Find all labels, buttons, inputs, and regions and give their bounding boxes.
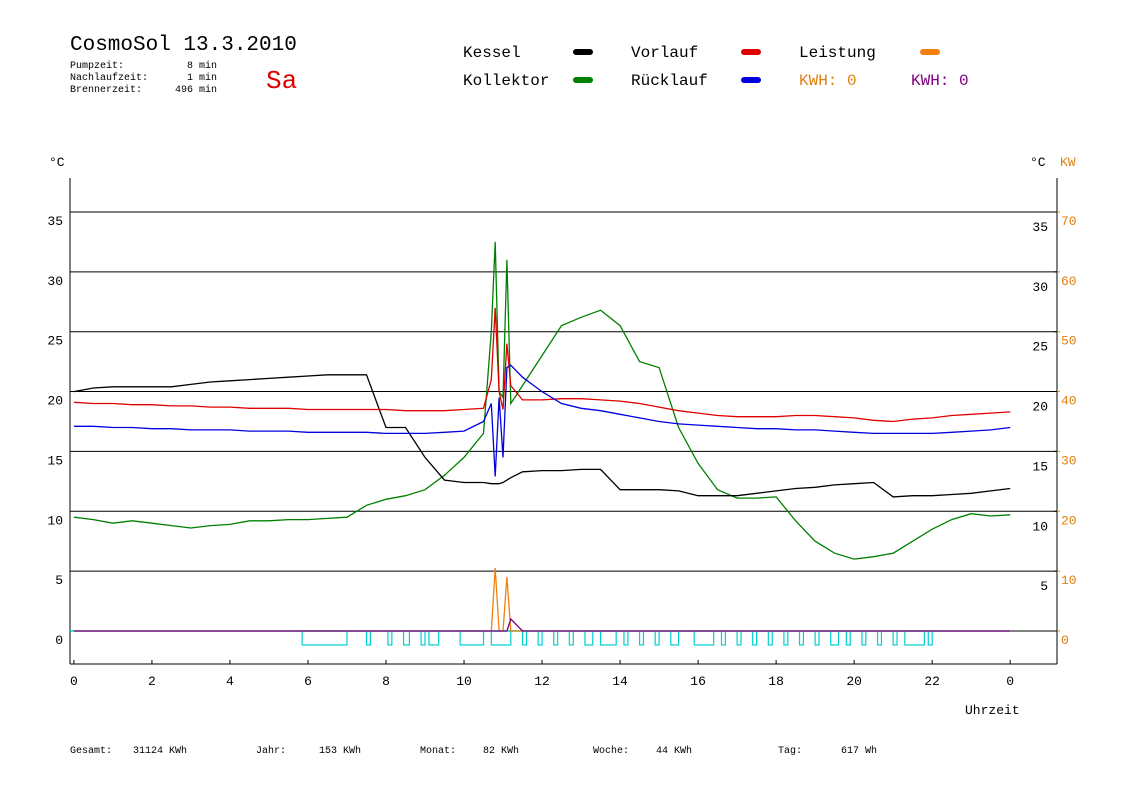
series-line — [73, 307, 1011, 423]
y-tick-label: 20 — [47, 394, 63, 409]
info-value: 496 min — [175, 84, 217, 96]
legend-label: Leistung — [799, 44, 876, 62]
y2-tick-label: 40 — [1061, 394, 1077, 409]
legend-label: Kessel — [463, 44, 521, 62]
y-right-tick-label: 5 — [1040, 579, 1048, 594]
y-right-tick-label: 30 — [1032, 280, 1048, 295]
y-right-tick-label: 35 — [1032, 220, 1048, 235]
y-right-tick-label: 10 — [1032, 519, 1048, 534]
y2-tick-label: 10 — [1061, 573, 1077, 588]
y2-tick-label: 0 — [1061, 633, 1069, 648]
y-tick-label: 15 — [47, 453, 63, 468]
y-tick-label: 25 — [47, 334, 63, 349]
y-right-tick-label: 15 — [1032, 459, 1048, 474]
legend-extra: KWH: 0 — [911, 72, 969, 90]
y-tick-label: 30 — [47, 274, 63, 289]
y-right-label: °C — [1030, 155, 1046, 170]
x-tick-label: 0 — [1006, 674, 1014, 689]
info-label: Nachlaufzeit: — [70, 72, 148, 84]
series-line — [73, 241, 1011, 560]
info-value: 1 min — [187, 72, 217, 84]
x-tick-label: 22 — [924, 674, 940, 689]
x-tick-label: 6 — [304, 674, 312, 689]
total-value: 44 KWh — [656, 745, 692, 757]
y2-axis-label: KW — [1060, 155, 1076, 170]
x-tick-label: 8 — [382, 674, 390, 689]
series-line — [73, 364, 1011, 477]
x-tick-label: 0 — [70, 674, 78, 689]
y-tick-label: 0 — [55, 633, 63, 648]
y-tick-label: 5 — [55, 573, 63, 588]
legend-label: Rücklauf — [631, 72, 708, 90]
y-axis-label: °C — [49, 155, 65, 170]
x-tick-label: 20 — [846, 674, 862, 689]
legend-label: Vorlauf — [631, 44, 698, 62]
x-tick-label: 16 — [690, 674, 706, 689]
x-tick-label: 2 — [148, 674, 156, 689]
total-value: 31124 KWh — [133, 745, 187, 757]
x-tick-label: 14 — [612, 674, 628, 689]
x-tick-label: 18 — [768, 674, 784, 689]
total-label: Monat: — [420, 746, 456, 757]
legend-label: Kollektor — [463, 72, 549, 90]
total-label: Woche: — [593, 745, 629, 757]
y2-tick-label: 60 — [1061, 274, 1077, 289]
y-right-tick-label: 20 — [1032, 400, 1048, 415]
y2-tick-label: 70 — [1061, 214, 1077, 229]
y2-tick-label: 50 — [1061, 334, 1077, 349]
info-value: 8 min — [187, 60, 217, 72]
info-label: Pumpzeit: — [70, 60, 124, 72]
y2-tick-label: 30 — [1061, 453, 1077, 468]
x-tick-label: 12 — [534, 674, 550, 689]
total-label: Gesamt: — [70, 746, 112, 757]
info-label: Brennerzeit: — [70, 84, 142, 96]
series-line — [73, 617, 1011, 632]
y-tick-label: 35 — [47, 214, 63, 229]
x-axis-label: Uhrzeit — [965, 703, 1020, 718]
total-value: 617 Wh — [841, 745, 877, 757]
total-label: Tag: — [778, 746, 802, 757]
day: Sa — [266, 66, 297, 96]
total-value: 82 KWh — [483, 745, 519, 757]
x-tick-label: 4 — [226, 674, 234, 689]
y2-tick-label: 20 — [1061, 513, 1077, 528]
chart-title: CosmoSol 13.3.2010 — [70, 34, 297, 57]
x-tick-label: 10 — [456, 674, 472, 689]
total-value: 153 KWh — [319, 745, 361, 757]
y-right-tick-label: 25 — [1032, 340, 1048, 355]
total-label: Jahr: — [256, 745, 286, 757]
y-tick-label: 10 — [47, 513, 63, 528]
legend-extra: KWH: 0 — [799, 72, 857, 90]
series-line — [73, 374, 1011, 498]
